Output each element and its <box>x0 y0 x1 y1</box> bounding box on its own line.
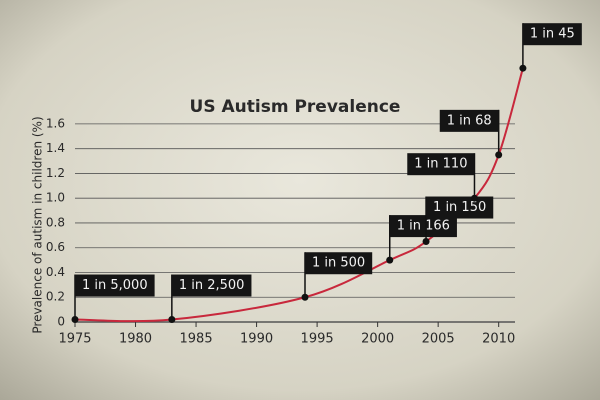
y-tick-label: 1.2 <box>46 166 65 180</box>
callout-label: 1 in 500 <box>312 256 365 271</box>
point <box>422 238 430 246</box>
callout-box <box>439 109 499 132</box>
y-tick-label: 1.0 <box>46 191 65 205</box>
y-tick-label: 1.6 <box>46 116 65 130</box>
callout-label: 1 in 2,500 <box>179 278 245 293</box>
point <box>71 316 79 324</box>
point <box>470 194 478 202</box>
point <box>386 256 394 264</box>
callout-box <box>426 196 494 219</box>
y-tick-label: 0 <box>57 315 65 329</box>
x-tick-label: 1975 <box>58 332 91 347</box>
callout-label: 1 in 45 <box>530 27 575 42</box>
callout-label: 1 in 150 <box>433 200 486 215</box>
callout-label: 1 in 110 <box>414 157 467 172</box>
y-tick-label: 1.4 <box>46 141 65 155</box>
point <box>168 316 176 324</box>
callout-label: 1 in 166 <box>397 219 450 234</box>
y-axis-label: Prevalence of autism in children (%) <box>31 116 45 333</box>
line <box>74 67 524 323</box>
callout-label: 1 in 68 <box>447 113 492 128</box>
point <box>519 64 527 72</box>
x-tick-label: 1980 <box>119 332 152 347</box>
callout-box <box>75 274 155 297</box>
callout-label: 1 in 5,000 <box>82 278 148 293</box>
callout-box <box>171 274 252 297</box>
x-tick-label: 2005 <box>422 332 455 347</box>
callout-box <box>522 23 582 46</box>
callout-box <box>389 215 457 238</box>
point <box>495 151 503 159</box>
callout-box <box>305 252 373 275</box>
y-tick-label: 0.4 <box>46 265 65 279</box>
point <box>301 293 309 301</box>
y-tick-label: 0.8 <box>46 215 65 229</box>
x-tick-label: 2010 <box>482 332 515 347</box>
y-tick-label: 0.2 <box>46 290 65 304</box>
x-tick-label: 2000 <box>361 332 394 347</box>
x-tick-label: 1985 <box>180 332 213 347</box>
x-tick-label: 1990 <box>240 332 273 347</box>
callout-box <box>407 153 475 176</box>
y-tick-label: 0.6 <box>46 240 65 254</box>
x-tick-label: 1995 <box>301 332 334 347</box>
chart-title: US Autism Prevalence <box>190 97 401 117</box>
